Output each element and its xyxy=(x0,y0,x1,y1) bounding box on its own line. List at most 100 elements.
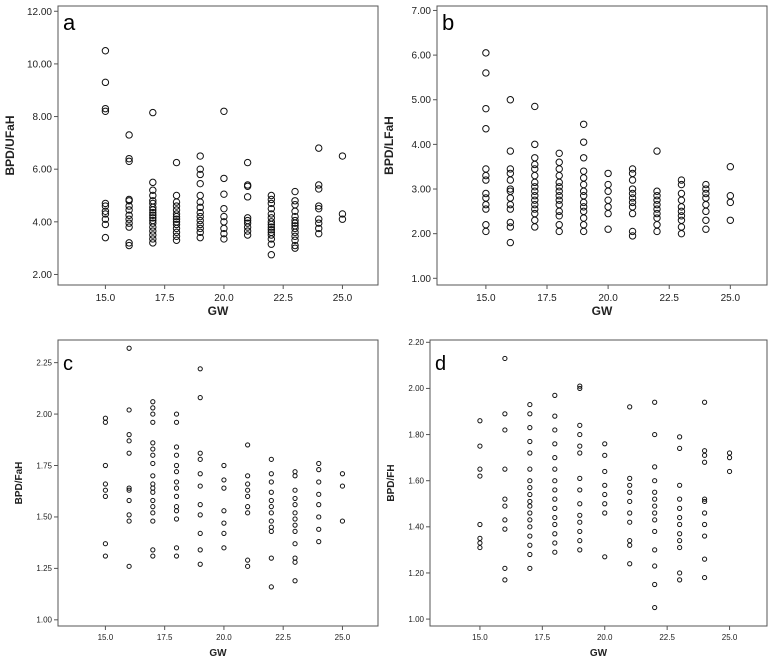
data-point xyxy=(126,563,132,569)
data-point xyxy=(173,516,180,522)
data-point xyxy=(125,241,133,250)
y-axis-title: BPD/LFaH xyxy=(382,116,396,175)
data-point xyxy=(245,487,251,493)
data-point xyxy=(126,450,132,456)
data-point xyxy=(315,185,323,193)
data-point xyxy=(527,478,533,484)
data-point xyxy=(627,561,633,567)
data-point xyxy=(126,497,132,504)
data-point xyxy=(101,215,110,223)
data-point xyxy=(243,158,252,167)
data-point xyxy=(197,456,203,462)
data-point xyxy=(315,219,323,227)
data-point xyxy=(677,207,686,216)
data-point xyxy=(552,549,558,555)
data-point xyxy=(555,192,563,200)
data-point xyxy=(677,514,683,521)
data-point xyxy=(702,225,710,233)
data-point xyxy=(552,441,558,447)
data-point xyxy=(527,524,533,530)
y-axis-title: BPD/UFaH xyxy=(3,115,17,175)
data-point xyxy=(268,489,274,495)
data-point xyxy=(653,196,661,204)
data-point xyxy=(653,214,661,222)
data-point xyxy=(552,455,558,461)
data-point xyxy=(482,165,490,173)
data-point xyxy=(125,239,133,247)
data-point xyxy=(527,533,533,539)
data-point xyxy=(677,434,683,440)
data-point xyxy=(292,578,298,584)
data-point xyxy=(315,215,323,223)
data-point xyxy=(150,446,156,452)
data-point xyxy=(627,510,633,516)
data-point xyxy=(196,208,204,217)
data-point xyxy=(172,202,181,210)
data-point xyxy=(506,165,515,173)
data-point xyxy=(315,144,323,152)
y-tick-label: 7.00 xyxy=(412,6,432,17)
x-tick-label: 15.0 xyxy=(472,633,488,642)
data-point xyxy=(291,244,299,252)
y-tick-label: 5.00 xyxy=(412,95,432,106)
data-point xyxy=(653,187,661,195)
data-point xyxy=(101,233,110,242)
data-point xyxy=(316,467,322,473)
data-point xyxy=(653,192,661,200)
panel-d: d 1.00 1.20 1.40 1.60 1.80 2.00 2.20 15.0 17.5 20.… xyxy=(386,338,768,659)
data-point xyxy=(552,496,558,502)
data-point xyxy=(579,154,588,162)
data-point xyxy=(726,163,735,171)
data-point xyxy=(627,482,633,488)
data-point xyxy=(506,96,515,104)
data-point xyxy=(602,452,608,458)
data-point xyxy=(292,502,298,508)
data-point xyxy=(172,232,181,241)
data-point xyxy=(477,466,483,472)
data-point xyxy=(126,432,132,438)
data-point xyxy=(267,195,276,204)
data-point xyxy=(531,192,539,200)
data-point xyxy=(531,187,539,195)
data-point xyxy=(552,392,558,398)
data-point xyxy=(173,411,180,417)
data-point xyxy=(196,220,204,229)
data-point xyxy=(149,214,157,222)
data-point xyxy=(126,518,132,524)
data-point xyxy=(150,419,156,425)
data-point xyxy=(552,505,558,511)
data-point xyxy=(701,533,708,539)
data-point xyxy=(292,555,298,561)
data-point xyxy=(150,405,156,411)
data-point xyxy=(531,209,539,218)
data-point xyxy=(267,199,276,208)
data-point xyxy=(221,545,227,551)
data-point xyxy=(482,194,490,202)
data-point xyxy=(149,186,157,194)
data-point xyxy=(172,206,181,214)
data-point xyxy=(652,399,658,405)
data-point xyxy=(220,218,228,226)
panel-label: a xyxy=(63,10,76,35)
data-point xyxy=(627,519,633,525)
data-point xyxy=(552,478,558,484)
x-tick-label: 25.0 xyxy=(722,633,738,642)
x-axis-title: GW xyxy=(208,304,229,318)
data-point xyxy=(677,189,686,198)
data-point xyxy=(220,174,228,183)
data-point xyxy=(677,505,683,511)
data-point xyxy=(628,189,637,198)
data-point xyxy=(482,125,490,133)
plot-frame xyxy=(57,5,379,286)
data-point xyxy=(196,191,204,200)
data-point xyxy=(197,547,203,553)
data-point xyxy=(555,187,563,195)
data-point xyxy=(677,570,683,576)
data-point xyxy=(506,205,515,213)
data-point xyxy=(577,431,583,438)
data-point xyxy=(268,497,274,504)
data-point xyxy=(652,489,658,495)
data-point xyxy=(292,487,298,493)
y-tick-label: 2.00 xyxy=(36,410,52,419)
x-tick-label: 20.0 xyxy=(597,633,613,642)
